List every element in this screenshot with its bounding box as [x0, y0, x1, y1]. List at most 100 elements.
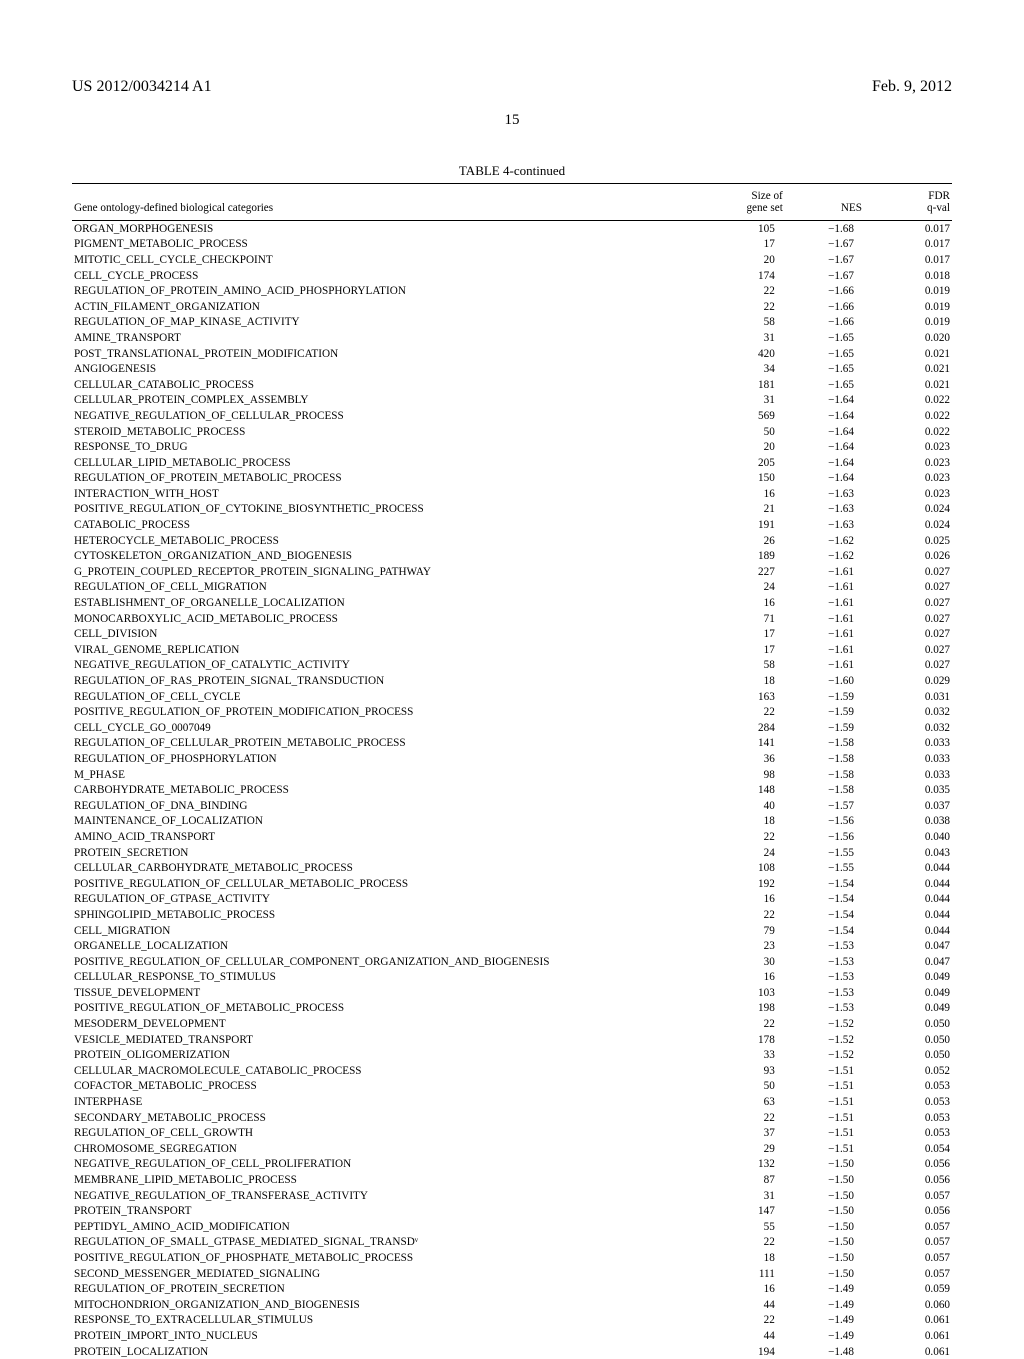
cell-size: 284 [706, 720, 785, 736]
cell-category: MEMBRANE_LIPID_METABOLIC_PROCESS [72, 1172, 706, 1188]
cell-fdr: 0.019 [864, 299, 952, 315]
table-wrapper: Gene ontology-defined biological categor… [72, 183, 952, 1359]
table-row: REGULATION_OF_CELL_CYCLE163−1.590.031 [72, 689, 952, 705]
cell-nes: −1.49 [785, 1328, 864, 1344]
cell-category: POSITIVE_REGULATION_OF_CELLULAR_METABOLI… [72, 876, 706, 892]
cell-size: 22 [706, 829, 785, 845]
cell-fdr: 0.027 [864, 626, 952, 642]
table-row: CELLULAR_CARBOHYDRATE_METABOLIC_PROCESS1… [72, 860, 952, 876]
cell-size: 141 [706, 736, 785, 752]
table-row: REGULATION_OF_PROTEIN_AMINO_ACID_PHOSPHO… [72, 283, 952, 299]
cell-fdr: 0.054 [864, 1141, 952, 1157]
cell-nes: −1.63 [785, 502, 864, 518]
cell-size: 227 [706, 564, 785, 580]
cell-fdr: 0.057 [864, 1219, 952, 1235]
cell-category: G_PROTEIN_COUPLED_RECEPTOR_PROTEIN_SIGNA… [72, 564, 706, 580]
table-row: AMINE_TRANSPORT31−1.650.020 [72, 330, 952, 346]
table-row: CARBOHYDRATE_METABOLIC_PROCESS148−1.580.… [72, 782, 952, 798]
cell-fdr: 0.031 [864, 689, 952, 705]
cell-category: CELL_CYCLE_GO_0007049 [72, 720, 706, 736]
cell-category: PROTEIN_OLIGOMERIZATION [72, 1047, 706, 1063]
cell-category: AMINE_TRANSPORT [72, 330, 706, 346]
cell-size: 174 [706, 268, 785, 284]
cell-fdr: 0.027 [864, 642, 952, 658]
cell-category: REGULATION_OF_CELL_CYCLE [72, 689, 706, 705]
cell-size: 34 [706, 361, 785, 377]
table-row: INTERPHASE63−1.510.053 [72, 1094, 952, 1110]
cell-nes: −1.50 [785, 1203, 864, 1219]
cell-nes: −1.61 [785, 642, 864, 658]
cell-fdr: 0.033 [864, 736, 952, 752]
table-row: ANGIOGENESIS34−1.650.021 [72, 361, 952, 377]
table-row: G_PROTEIN_COUPLED_RECEPTOR_PROTEIN_SIGNA… [72, 564, 952, 580]
table-row: CELL_CYCLE_GO_0007049284−1.590.032 [72, 720, 952, 736]
col-header-category: Gene ontology-defined biological categor… [72, 184, 706, 221]
table-row: REGULATION_OF_DNA_BINDING40−1.570.037 [72, 798, 952, 814]
cell-category: NEGATIVE_REGULATION_OF_TRANSFERASE_ACTIV… [72, 1188, 706, 1204]
cell-category: ORGANELLE_LOCALIZATION [72, 938, 706, 954]
cell-fdr: 0.044 [864, 907, 952, 923]
table-body: ORGAN_MORPHOGENESIS105−1.680.017PIGMENT_… [72, 221, 952, 1359]
cell-fdr: 0.029 [864, 673, 952, 689]
cell-fdr: 0.021 [864, 346, 952, 362]
cell-category: PROTEIN_TRANSPORT [72, 1203, 706, 1219]
cell-nes: −1.53 [785, 985, 864, 1001]
table-row: REGULATION_OF_PHOSPHORYLATION36−1.580.03… [72, 751, 952, 767]
cell-category: REGULATION_OF_PROTEIN_METABOLIC_PROCESS [72, 471, 706, 487]
cell-category: CYTOSKELETON_ORGANIZATION_AND_BIOGENESIS [72, 548, 706, 564]
col-header-size: Size of gene set [706, 184, 785, 221]
publication-date: Feb. 9, 2012 [872, 78, 952, 96]
cell-nes: −1.51 [785, 1141, 864, 1157]
cell-fdr: 0.053 [864, 1110, 952, 1126]
cell-size: 16 [706, 486, 785, 502]
cell-nes: −1.57 [785, 798, 864, 814]
cell-size: 58 [706, 315, 785, 331]
cell-size: 40 [706, 798, 785, 814]
cell-size: 194 [706, 1344, 785, 1359]
cell-size: 22 [706, 1110, 785, 1126]
table-row: CELL_CYCLE_PROCESS174−1.670.018 [72, 268, 952, 284]
cell-nes: −1.50 [785, 1157, 864, 1173]
cell-size: 44 [706, 1297, 785, 1313]
cell-category: CELLULAR_CATABOLIC_PROCESS [72, 377, 706, 393]
cell-size: 16 [706, 892, 785, 908]
table-row: CELLULAR_PROTEIN_COMPLEX_ASSEMBLY31−1.64… [72, 393, 952, 409]
cell-category: CELLULAR_MACROMOLECULE_CATABOLIC_PROCESS [72, 1063, 706, 1079]
cell-fdr: 0.017 [864, 237, 952, 253]
cell-category: CELLULAR_CARBOHYDRATE_METABOLIC_PROCESS [72, 860, 706, 876]
cell-fdr: 0.047 [864, 954, 952, 970]
cell-fdr: 0.017 [864, 221, 952, 237]
cell-category: RESPONSE_TO_EXTRACELLULAR_STIMULUS [72, 1313, 706, 1329]
table-row: PROTEIN_OLIGOMERIZATION33−1.520.050 [72, 1047, 952, 1063]
cell-nes: −1.58 [785, 767, 864, 783]
cell-size: 36 [706, 751, 785, 767]
cell-nes: −1.53 [785, 938, 864, 954]
cell-fdr: 0.056 [864, 1172, 952, 1188]
cell-nes: −1.54 [785, 907, 864, 923]
cell-category: INTERPHASE [72, 1094, 706, 1110]
cell-size: 98 [706, 767, 785, 783]
cell-size: 30 [706, 954, 785, 970]
cell-category: CATABOLIC_PROCESS [72, 517, 706, 533]
cell-category: AMINO_ACID_TRANSPORT [72, 829, 706, 845]
table-row: REGULATION_OF_MAP_KINASE_ACTIVITY58−1.66… [72, 315, 952, 331]
table-row: RESPONSE_TO_DRUG20−1.640.023 [72, 439, 952, 455]
table-row: MEMBRANE_LIPID_METABOLIC_PROCESS87−1.500… [72, 1172, 952, 1188]
cell-nes: −1.59 [785, 720, 864, 736]
cell-size: 20 [706, 252, 785, 268]
cell-size: 192 [706, 876, 785, 892]
cell-category: POST_TRANSLATIONAL_PROTEIN_MODIFICATION [72, 346, 706, 362]
cell-size: 22 [706, 283, 785, 299]
cell-size: 18 [706, 673, 785, 689]
cell-category: RESPONSE_TO_DRUG [72, 439, 706, 455]
table-row: PROTEIN_TRANSPORT147−1.500.056 [72, 1203, 952, 1219]
cell-fdr: 0.044 [864, 892, 952, 908]
table-row: CYTOSKELETON_ORGANIZATION_AND_BIOGENESIS… [72, 548, 952, 564]
cell-size: 21 [706, 502, 785, 518]
cell-size: 31 [706, 330, 785, 346]
cell-nes: −1.62 [785, 533, 864, 549]
cell-nes: −1.67 [785, 252, 864, 268]
gene-ontology-table: Gene ontology-defined biological categor… [72, 183, 952, 1359]
table-row: CELLULAR_LIPID_METABOLIC_PROCESS205−1.64… [72, 455, 952, 471]
cell-fdr: 0.023 [864, 455, 952, 471]
